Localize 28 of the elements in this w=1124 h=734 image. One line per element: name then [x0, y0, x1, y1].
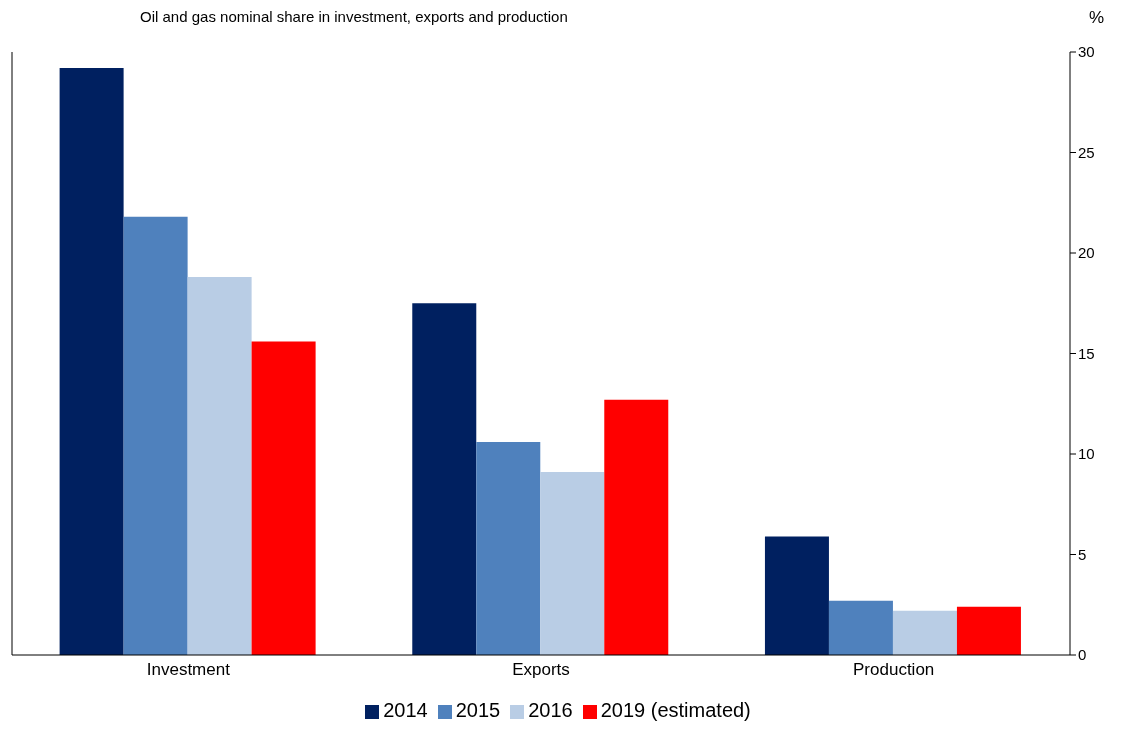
bar: [956, 606, 1021, 655]
legend-label: 2015: [455, 699, 501, 721]
x-tick-label: Exports: [512, 660, 570, 680]
y-tick-label: 20: [1078, 244, 1095, 262]
legend-label: 2019 (estimated): [600, 699, 751, 721]
bar: [476, 441, 541, 655]
y-tick-label: 30: [1078, 43, 1095, 61]
legend-label: 2016: [528, 699, 573, 721]
legend-label: 2014: [383, 699, 428, 721]
y-tick-label: 5: [1078, 545, 1087, 563]
bar: [187, 277, 252, 655]
bar: [123, 216, 188, 655]
y-tick-label: 0: [1078, 646, 1087, 664]
y-tick-label: 25: [1078, 143, 1095, 161]
bar: [59, 68, 124, 655]
bar: [412, 303, 477, 655]
bar: [828, 600, 893, 655]
x-tick-label: Production: [853, 660, 935, 680]
bar: [604, 399, 669, 655]
chart-title: Oil and gas nominal share in investment, exports and production: [140, 8, 568, 25]
y-axis-title: %: [1088, 8, 1104, 28]
bar: [540, 472, 605, 655]
bar: [892, 610, 957, 655]
y-tick-label: 10: [1078, 445, 1095, 463]
y-tick-label: 15: [1078, 344, 1095, 362]
x-tick-label: Investment: [146, 660, 231, 680]
bar: [251, 341, 316, 655]
bar: [764, 536, 829, 655]
